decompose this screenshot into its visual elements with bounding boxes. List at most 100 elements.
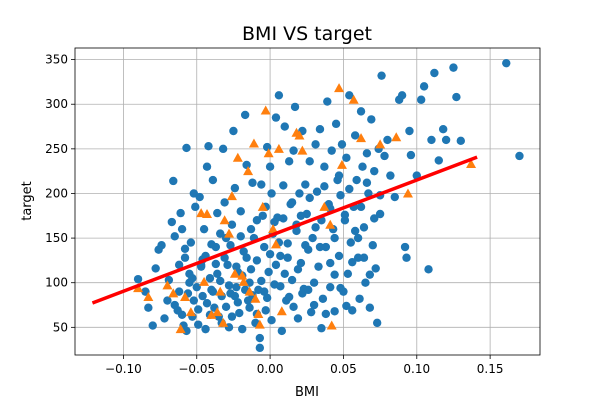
data-point [372,318,382,328]
data-point [301,241,310,250]
data-point [202,162,212,171]
data-point [227,220,237,229]
data-point [326,282,335,292]
data-point [216,229,225,238]
data-point-triangle [273,143,284,153]
data-point-triangle [294,130,305,140]
data-point [352,175,361,185]
data-point [246,224,256,234]
data-point [232,282,241,292]
data-point-triangle [325,219,336,229]
data-point [296,258,306,268]
data-point-triangle [466,159,477,169]
data-point [208,287,218,296]
data-point [218,144,228,154]
data-point [362,149,372,158]
data-point [405,126,414,136]
data-point-triangle [180,291,191,301]
data-point [296,211,306,220]
data-point [308,233,317,243]
data-point [235,308,244,318]
data-point [220,253,229,262]
data-point [252,216,262,225]
data-point [239,247,248,256]
data-point [306,307,316,317]
data-point [305,193,314,203]
data-point [170,232,179,241]
data-point [180,253,190,262]
data-point [262,142,272,152]
data-point [280,269,289,278]
data-point [400,242,410,252]
data-point-triangle [356,133,367,143]
data-point [383,135,392,145]
data-point [232,262,241,271]
data-point [233,298,243,307]
data-point [318,294,328,303]
data-point [334,251,344,261]
data-point [375,209,385,219]
data-point-triangle [250,293,261,303]
data-point [290,102,300,112]
x-tick-label: 0.10 [403,362,430,376]
data-point-triangle [348,94,359,104]
data-point [213,208,222,218]
data-point-triangle [254,319,265,329]
data-point [260,287,269,296]
data-point [255,333,265,343]
data-point [368,241,377,250]
x-tick-label: −0.05 [178,362,215,376]
regression-line [91,155,478,305]
data-point [287,275,297,285]
data-point-triangle [185,307,196,317]
data-point [343,269,353,278]
data-point [326,258,335,268]
data-point [304,285,313,295]
data-point [402,253,411,262]
data-point-triangle [212,307,223,317]
data-point-triangle [133,283,144,293]
data-point [261,306,270,315]
data-point [257,276,266,286]
data-point [337,140,347,149]
data-point [180,244,190,253]
data-point [356,107,366,116]
data-point [321,309,331,319]
data-point [358,162,367,171]
data-point-triangle [202,208,213,218]
data-point [258,211,267,220]
data-point [438,125,448,134]
y-tick-label: 50 [53,320,68,334]
data-point [449,63,458,72]
data-point [194,305,203,314]
data-point [252,256,262,265]
data-point [345,184,354,194]
data-point [367,115,376,124]
data-point [311,140,320,149]
data-point [456,136,465,146]
data-point [441,135,451,145]
data-point [255,343,265,353]
data-point [174,287,184,296]
data-point [274,91,284,100]
data-point [342,301,351,311]
data-point [434,156,443,165]
data-point [211,259,221,269]
data-point [312,187,322,196]
data-point [293,314,303,323]
data-point-triangle [224,228,235,238]
data-point [327,146,336,155]
y-tick-label: 200 [45,186,68,200]
data-point-triangle [297,145,308,155]
data-point [279,181,288,190]
data-point [321,242,331,252]
data-point-triangle [206,309,217,319]
data-point-triangle [237,270,248,280]
data-point [371,264,380,273]
data-point [336,283,345,293]
data-point [284,292,294,302]
data-point [186,238,196,247]
data-point [192,282,201,292]
